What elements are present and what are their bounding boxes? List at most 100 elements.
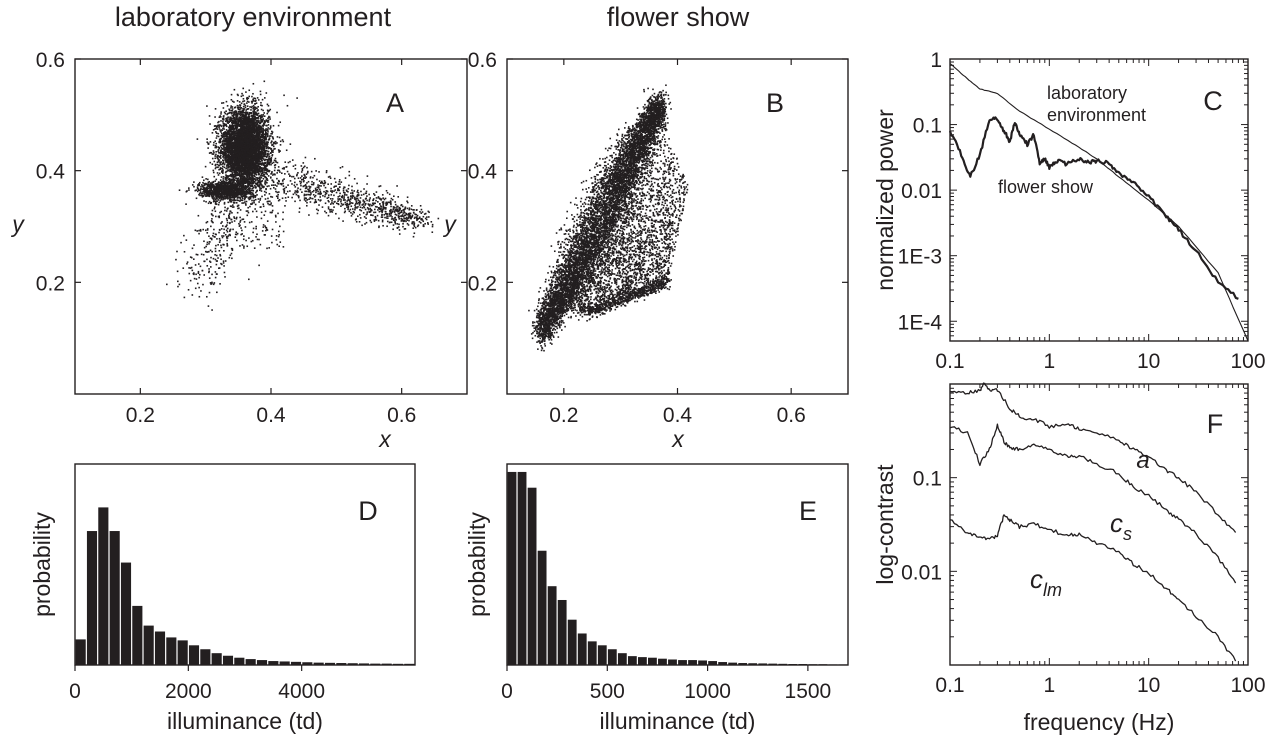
scatter-point [270,158,273,161]
scatter-point [231,181,234,184]
scatter-point [259,139,262,141]
scatter-point [230,98,233,101]
scatter-point [265,149,268,152]
scatter-point [237,128,240,131]
scatter-point [258,141,260,144]
scatter-point [217,135,220,138]
scatter-point [247,178,250,180]
scatter-point [253,152,256,154]
scatter-point [240,149,243,152]
scatter-point [223,150,225,152]
scatter-point [234,145,237,148]
scatter-point [230,93,233,96]
scatter-point [244,104,247,107]
scatter-point [255,178,257,181]
scatter-point [220,149,222,151]
scatter-point [245,156,248,159]
scatter-point [242,121,244,123]
scatter-point [221,171,223,173]
scatter-point [263,151,266,153]
scatter-point [211,153,214,155]
scatter-point [220,150,222,152]
scatter-point [254,108,256,110]
scatter-point [235,124,238,126]
scatter-point [248,139,250,142]
scatter-point [254,128,256,130]
scatter-point [255,117,258,120]
scatter-point [254,198,257,201]
scatter-point [240,130,243,133]
scatter-point [232,174,234,176]
scatter-point [252,98,254,101]
scatter-point [253,195,255,197]
scatter-point [236,123,239,125]
scatter-point [222,172,224,174]
scatter-point [263,97,266,99]
scatter-point [269,135,271,137]
scatter-point [230,178,233,181]
scatter-point [258,137,261,139]
scatter-point [236,172,239,174]
scatter-point [252,177,255,180]
scatter-point [204,165,207,168]
scatter-point [253,117,255,120]
scatter-point [239,121,242,124]
scatter-point [259,90,262,93]
scatter-point [221,129,224,132]
scatter-point [225,154,228,156]
scatter-point [261,124,264,127]
scatter-point [235,132,237,134]
scatter-point [245,121,248,124]
scatter-point [254,158,257,160]
scatter-point [253,147,256,150]
scatter-point [262,114,265,116]
scatter-point [257,136,259,138]
scatter-point [233,168,235,171]
scatter-point [251,174,254,176]
scatter-point [262,122,265,125]
scatter-point [257,168,259,171]
scatter-point [250,112,253,114]
scatter-point [268,109,271,112]
scatter-point [263,115,266,117]
scatter-point [255,172,257,174]
scatter-point [237,94,239,97]
scatter-point [240,171,243,173]
scatter-point [232,163,234,166]
scatter-point [206,138,208,140]
scatter-point [254,145,256,148]
scatter-point [266,152,269,155]
scatter-point [260,173,263,175]
scatter-point [245,193,248,195]
scatter-point [262,164,265,166]
scatter-point [252,113,255,116]
scatter-point [266,200,269,203]
scatter-point [257,137,260,140]
scatter-point [218,156,221,158]
scatter-point [265,133,267,135]
scatter-point [243,100,246,102]
scatter-point [215,153,217,156]
scatter-point [235,130,237,132]
scatter-point [245,173,247,176]
scatter-point [269,161,271,164]
scatter-point [218,147,221,150]
scatter-point [273,169,276,172]
scatter-point [219,129,222,132]
scatter-point [222,169,224,171]
scatter-point [265,156,268,158]
scatter-point [237,139,240,142]
scatter-point [230,105,232,107]
scatter-point [237,179,240,181]
scatter-point [255,161,258,164]
scatter-point [239,168,241,171]
scatter-point [259,93,262,96]
scatter-point [252,144,255,147]
scatter-point [218,160,220,163]
scatter-point [241,178,244,180]
scatter-point [245,161,248,164]
scatter-point [264,171,267,174]
scatter-point [266,103,269,106]
scatter-point [237,177,240,179]
